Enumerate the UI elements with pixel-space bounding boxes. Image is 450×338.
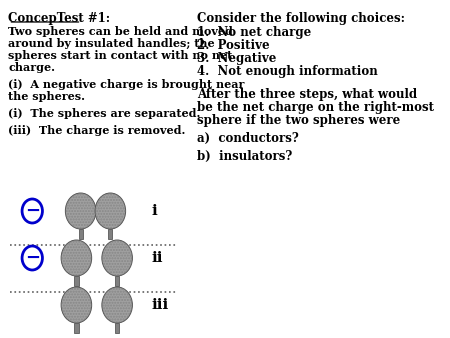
Text: (i)  The spheres are separated.: (i) The spheres are separated. xyxy=(9,108,201,119)
Circle shape xyxy=(22,246,42,270)
Text: 3.  Negative: 3. Negative xyxy=(197,52,276,65)
Circle shape xyxy=(61,240,92,276)
Text: be the net charge on the right-most: be the net charge on the right-most xyxy=(197,101,434,114)
Bar xyxy=(115,276,119,286)
Bar xyxy=(74,276,78,286)
Text: the spheres.: the spheres. xyxy=(9,91,86,102)
Text: around by insulated handles; the: around by insulated handles; the xyxy=(9,38,215,49)
Text: charge.: charge. xyxy=(9,62,55,73)
Bar xyxy=(115,323,119,333)
Text: (iii)  The charge is removed.: (iii) The charge is removed. xyxy=(9,125,186,136)
Circle shape xyxy=(102,240,132,276)
Bar xyxy=(78,229,83,239)
Text: iii: iii xyxy=(151,298,168,312)
Bar xyxy=(74,323,78,333)
Text: Two spheres can be held and moved: Two spheres can be held and moved xyxy=(9,26,234,37)
Text: Consider the following choices:: Consider the following choices: xyxy=(197,12,405,25)
Circle shape xyxy=(61,287,92,323)
Text: ConcepTest #1:: ConcepTest #1: xyxy=(9,12,111,25)
Text: b)  insulators?: b) insulators? xyxy=(197,150,292,163)
Text: spheres start in contact with no net: spheres start in contact with no net xyxy=(9,50,233,61)
Text: 2.  Positive: 2. Positive xyxy=(197,39,270,52)
Text: ii: ii xyxy=(151,251,162,265)
Bar xyxy=(108,229,112,239)
Text: 1.  No net charge: 1. No net charge xyxy=(197,26,311,39)
Text: −: − xyxy=(25,249,40,267)
Circle shape xyxy=(65,193,96,229)
Text: sphere if the two spheres were: sphere if the two spheres were xyxy=(197,114,400,127)
Circle shape xyxy=(22,199,42,223)
Text: (i)  A negative charge is brought near: (i) A negative charge is brought near xyxy=(9,79,245,90)
Text: −: − xyxy=(25,202,40,220)
Text: 4.  Not enough information: 4. Not enough information xyxy=(197,65,378,78)
Text: i: i xyxy=(151,204,157,218)
Circle shape xyxy=(102,287,132,323)
Text: a)  conductors?: a) conductors? xyxy=(197,132,299,145)
Text: After the three steps, what would: After the three steps, what would xyxy=(197,88,417,101)
Circle shape xyxy=(95,193,126,229)
